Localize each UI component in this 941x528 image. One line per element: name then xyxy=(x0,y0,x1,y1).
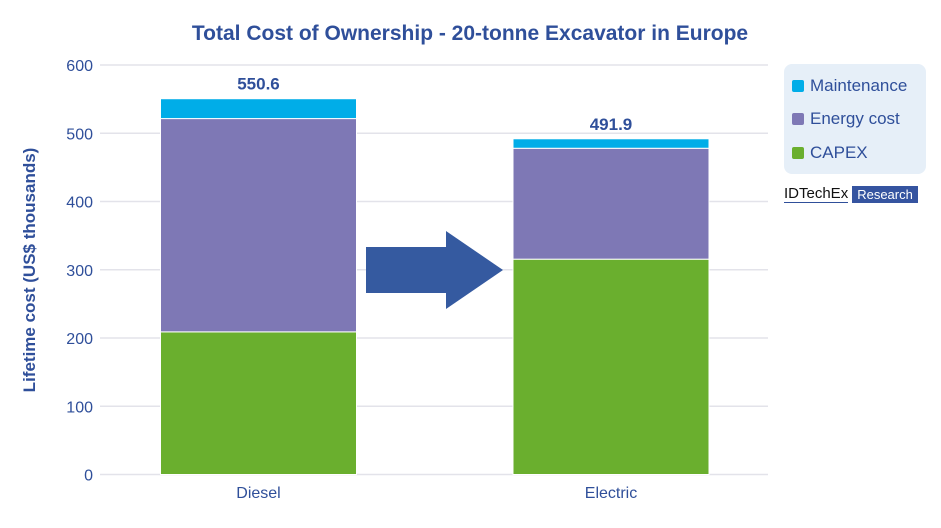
bar-capex xyxy=(160,331,357,476)
legend: Maintenance Energy cost CAPEX xyxy=(784,64,926,174)
legend-swatch xyxy=(792,113,804,125)
legend-swatch xyxy=(792,147,804,159)
legend-label: Maintenance xyxy=(810,76,908,95)
y-tick-label: 300 xyxy=(66,263,93,280)
legend-label: Energy cost xyxy=(810,109,900,128)
legend-item-energy: Energy cost xyxy=(792,109,900,129)
total-label: 550.6 xyxy=(237,75,280,94)
bar-maintenance xyxy=(160,98,357,120)
y-axis-label: Lifetime cost (US$ thousands) xyxy=(20,148,39,393)
idtechex-logo: IDTechEx Research xyxy=(784,185,918,203)
x-tick-label: Electric xyxy=(585,485,637,502)
y-tick-label: 100 xyxy=(66,399,93,416)
legend-item-maintenance: Maintenance xyxy=(792,76,907,96)
legend-label: CAPEX xyxy=(810,143,868,162)
x-tick-label: Diesel xyxy=(236,485,280,502)
logo-tag: Research xyxy=(852,185,918,203)
y-tick-label: 200 xyxy=(66,331,93,348)
legend-swatch xyxy=(792,80,804,92)
y-tick-label: 600 xyxy=(66,58,93,75)
chart-title: Total Cost of Ownership - 20-tonne Excav… xyxy=(191,22,749,45)
bar-capex xyxy=(512,258,710,476)
y-tick-label: 0 xyxy=(84,468,93,485)
y-tick-label: 400 xyxy=(66,195,93,212)
arrow-icon xyxy=(366,231,503,309)
logo-brand: IDTechEx xyxy=(784,185,849,203)
bar-maintenance xyxy=(512,138,710,149)
total-label: 491.9 xyxy=(590,115,633,134)
bar-energy-cost xyxy=(160,118,357,333)
bar-energy-cost xyxy=(512,147,710,260)
legend-item-capex: CAPEX xyxy=(792,143,868,163)
y-tick-label: 500 xyxy=(66,126,93,143)
